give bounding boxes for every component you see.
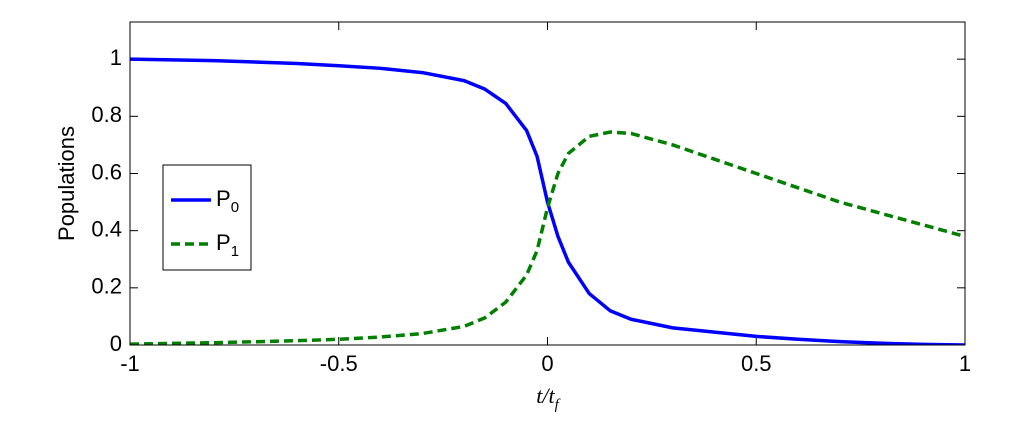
legend-box [162, 164, 252, 271]
y-tick-label: 0.6 [91, 159, 122, 184]
y-axis-label: Populations [54, 126, 79, 241]
y-tick-label: 0.4 [91, 216, 122, 241]
x-tick-label: 0 [541, 351, 553, 376]
legend-label: P0 [216, 186, 239, 217]
y-tick-label: 0 [110, 331, 122, 356]
x-tick-label: 1 [959, 351, 971, 376]
y-tick-label: 0.8 [91, 102, 122, 127]
x-tick-label: -0.5 [320, 351, 358, 376]
x-tick-label: 0.5 [741, 351, 772, 376]
x-axis-label: t/tf [536, 383, 560, 413]
data-line [130, 130, 965, 345]
data-line [130, 57, 965, 345]
y-tick-label: 1 [110, 45, 122, 70]
y-tick-label: 0.2 [91, 274, 122, 299]
legend-label: P1 [216, 230, 239, 261]
plot-frame [129, 21, 966, 346]
x-tick-label: -1 [120, 351, 140, 376]
